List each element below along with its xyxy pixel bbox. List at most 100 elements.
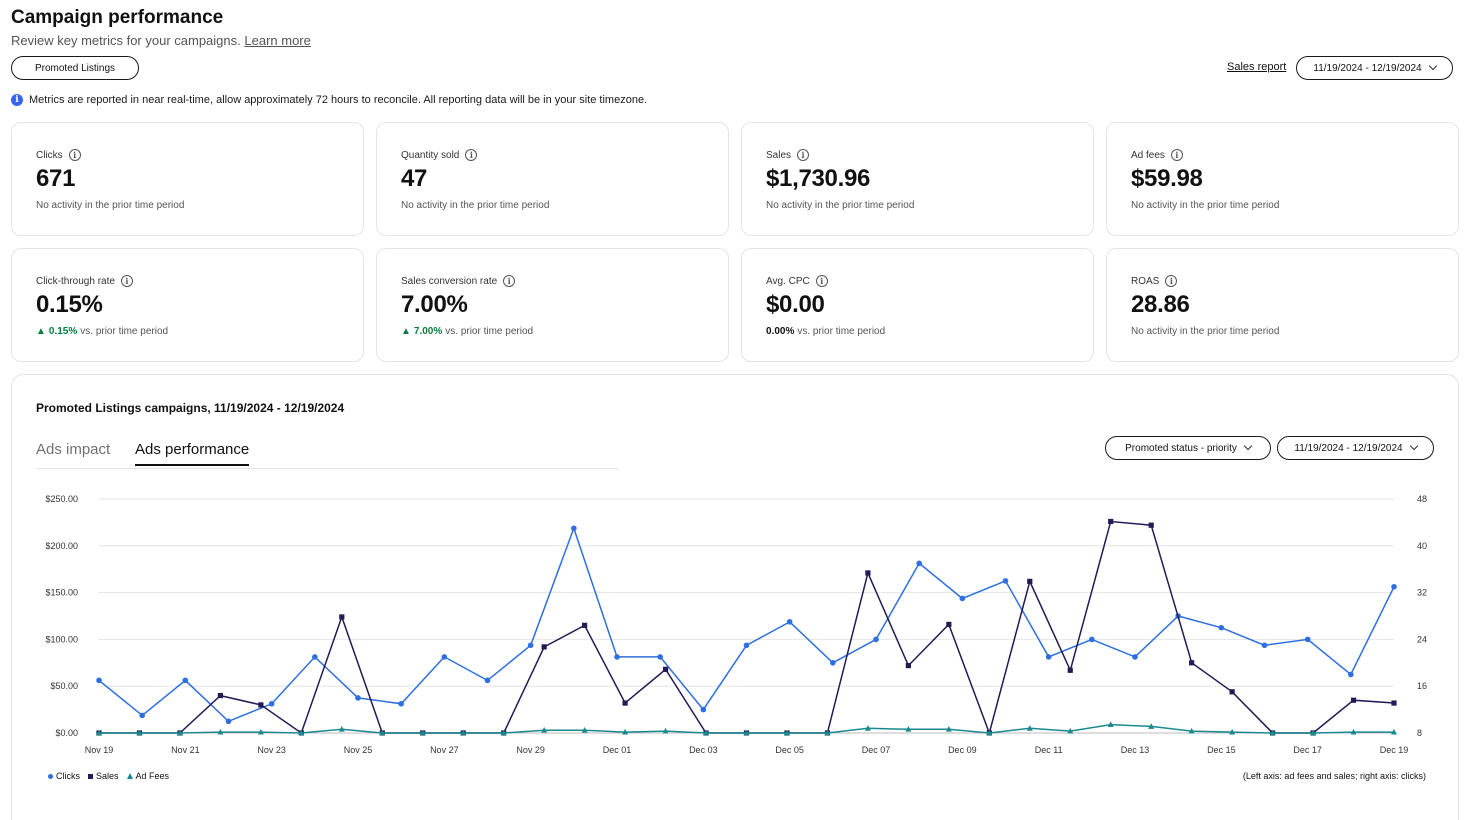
metric-card-roas: ROAS i 28.86 No activity in the prior tim…	[1106, 248, 1459, 362]
metric-note: vs. prior time period	[445, 326, 534, 337]
metric-label: Sales conversion rate	[401, 275, 498, 287]
metric-card-sales: Sales i $1,730.96 No activity in the prio…	[741, 122, 1094, 236]
info-icon[interactable]: i	[120, 275, 133, 287]
data-point-ad-fees	[338, 726, 345, 732]
data-point-ad-fees	[864, 725, 871, 731]
data-point-ad-fees	[419, 729, 426, 736]
metric-label: Clicks	[36, 149, 63, 161]
info-icon: i	[11, 94, 23, 106]
axis-note: (Left axis: ad fees and sales; right axi…	[1242, 771, 1426, 781]
chart-date-range-label: 11/19/2024 - 12/19/2024	[1294, 442, 1403, 454]
circle-marker-icon	[48, 773, 53, 779]
data-point-sales	[622, 700, 628, 706]
legend-clicks[interactable]: Clicks	[48, 771, 80, 781]
info-icon[interactable]: i	[503, 275, 516, 287]
metric-label: Quantity sold	[401, 149, 460, 161]
info-icon[interactable]: i	[68, 149, 81, 161]
metric-value: $59.98	[1131, 165, 1203, 192]
data-point-clicks	[657, 654, 663, 660]
data-point-sales	[541, 644, 547, 650]
data-point-clicks	[355, 695, 361, 701]
metric-label: Avg. CPC	[766, 275, 810, 287]
metric-value: 671	[36, 165, 76, 192]
metric-value: $1,730.96	[766, 165, 871, 192]
data-point-ad-fees	[136, 729, 143, 736]
data-point-clicks	[700, 706, 707, 713]
data-point-ad-fees	[703, 729, 710, 736]
metric-note: No activity in the prior time period	[766, 200, 915, 211]
metric-card-avg-cpc: Avg. CPC i $0.00 0.00% vs. prior time peri…	[741, 248, 1094, 362]
date-range-dropdown[interactable]: 11/19/2024 - 12/19/2024	[1296, 56, 1453, 80]
subtitle-text: Review key metrics for your campaigns.	[11, 33, 241, 48]
y-left-tick-label: $150.00	[45, 588, 78, 598]
data-point-clicks	[1045, 654, 1052, 660]
tab-ads-performance[interactable]: Ads performance	[135, 441, 250, 466]
metric-card-ad-fees: Ad fees i $59.98 No activity in the prior…	[1106, 122, 1459, 236]
x-tick-label: Dec 13	[1121, 745, 1150, 755]
ads-performance-chart: $0.00 $50.00 $100.00 $150.00 $200.00 $250.00 8…	[45, 494, 1427, 755]
data-point-clicks	[312, 654, 318, 660]
metric-change: 0.15%	[48, 326, 78, 337]
data-point-clicks	[873, 636, 879, 643]
chart-date-range-dropdown[interactable]: 11/19/2024 - 12/19/2024	[1277, 436, 1434, 460]
sales-report-link[interactable]: Sales report	[1227, 61, 1287, 73]
metric-label: ROAS	[1131, 275, 1160, 287]
data-point-clicks	[527, 642, 534, 649]
data-point-sales	[865, 570, 871, 576]
data-point-sales	[946, 621, 952, 628]
y-right-tick-label: 24	[1417, 634, 1427, 644]
data-point-ad-fees	[622, 728, 629, 735]
info-icon[interactable]: i	[1170, 149, 1183, 161]
info-icon[interactable]: i	[465, 149, 478, 161]
y-left-tick-label: $100.00	[45, 634, 78, 644]
metric-note: No activity in the prior time period	[1131, 200, 1280, 211]
series-line-clicks	[98, 526, 1395, 723]
x-tick-label: Dec 03	[689, 745, 718, 755]
chart-legend: Clicks Sales Ad Fees	[48, 771, 169, 781]
data-point-ad-fees	[1350, 728, 1357, 735]
data-point-clicks	[484, 677, 491, 684]
data-point-ad-fees	[662, 727, 669, 734]
legend-label: Ad Fees	[135, 771, 170, 781]
data-point-clicks	[225, 718, 232, 725]
tab-ads-impact[interactable]: Ads impact	[36, 441, 111, 458]
learn-more-link[interactable]: Learn more	[244, 33, 311, 48]
page-title: Campaign performance	[11, 7, 224, 28]
legend-ad-fees[interactable]: Ad Fees	[126, 771, 170, 781]
data-point-clicks	[743, 642, 750, 649]
data-point-clicks	[614, 654, 620, 660]
data-point-clicks	[1261, 642, 1268, 649]
data-point-ad-fees	[1107, 721, 1114, 727]
metric-value: 0.15%	[36, 291, 103, 318]
y-right-tick-label: 32	[1417, 588, 1427, 598]
data-point-ad-fees	[1026, 725, 1033, 731]
legend-sales[interactable]: Sales	[88, 771, 119, 781]
info-icon[interactable]: i	[1165, 275, 1178, 287]
metric-change: 7.00%	[413, 326, 443, 337]
promoted-status-dropdown[interactable]: Promoted status - priority	[1105, 436, 1271, 460]
data-point-ad-fees	[905, 726, 912, 732]
data-point-clicks	[830, 660, 836, 666]
info-banner: i Metrics are reported in near real-time…	[11, 94, 647, 106]
data-point-clicks	[1391, 583, 1397, 590]
data-point-ad-fees	[176, 729, 183, 736]
data-point-sales	[339, 614, 345, 620]
data-point-ad-fees	[1391, 728, 1397, 735]
data-point-ad-fees	[743, 729, 750, 736]
chevron-down-icon	[1428, 61, 1437, 71]
x-tick-label: Dec 05	[775, 745, 804, 755]
info-icon[interactable]: i	[815, 275, 828, 287]
metric-note: No activity in the prior time period	[36, 200, 185, 211]
data-point-clicks	[398, 700, 404, 707]
info-icon[interactable]: i	[797, 149, 810, 161]
data-point-sales	[662, 666, 669, 672]
square-marker-icon	[88, 773, 93, 779]
x-tick-label: Dec 09	[948, 745, 977, 755]
series-line-sales	[99, 520, 1395, 736]
data-point-clicks	[182, 677, 189, 684]
data-point-sales	[1108, 518, 1114, 525]
chart-title: Promoted Listings campaigns, 11/19/2024 …	[36, 401, 345, 415]
y-right-tick-label: 40	[1417, 541, 1427, 551]
promoted-listings-button[interactable]: Promoted Listings	[11, 56, 139, 80]
legend-label: Sales	[96, 771, 119, 781]
